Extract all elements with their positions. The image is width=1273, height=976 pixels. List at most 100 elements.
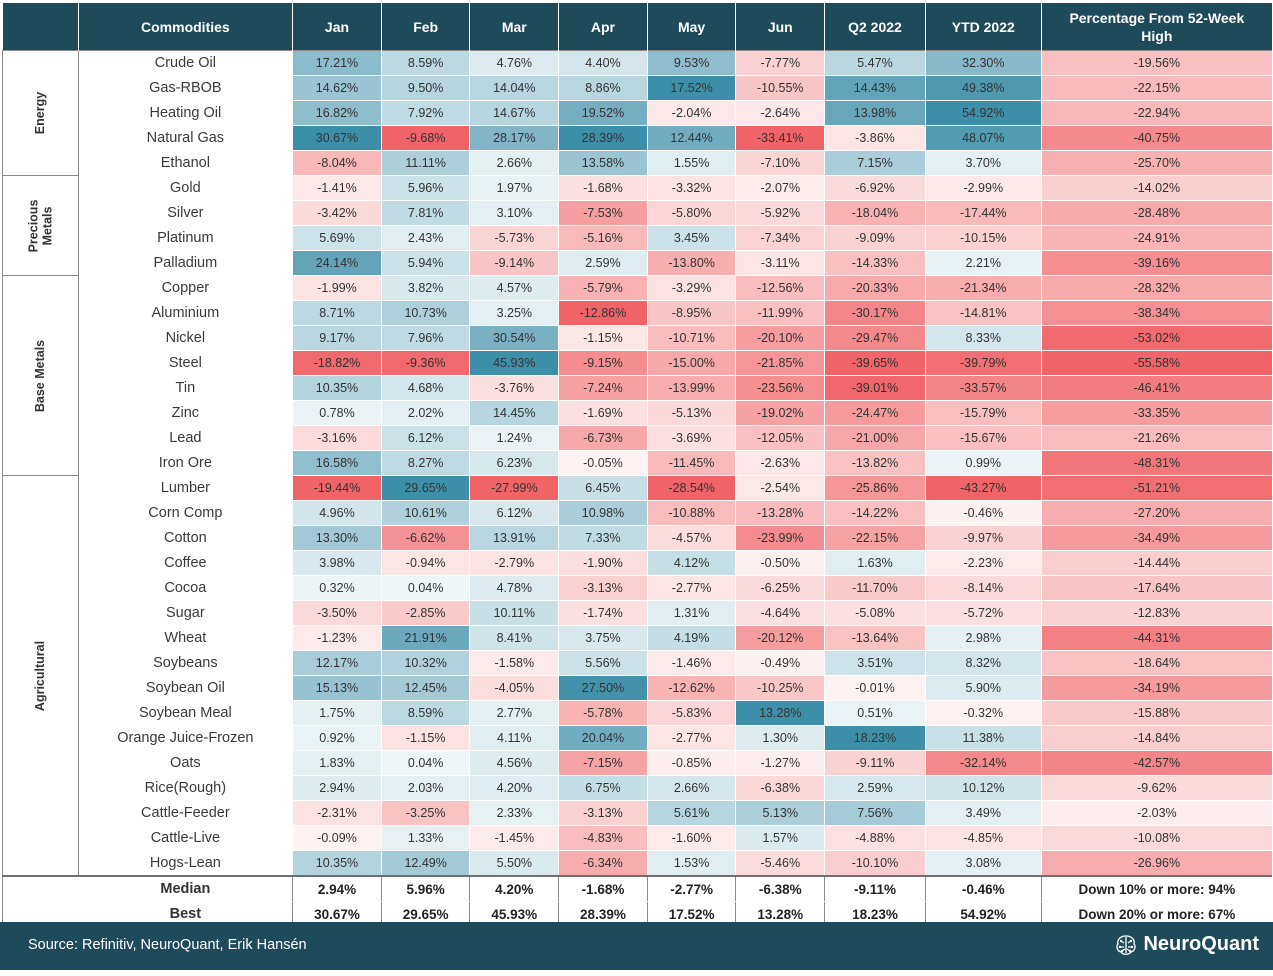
header-group-blank: [2, 3, 79, 51]
heat-cell: -2.79%: [469, 550, 559, 576]
header-ytd: YTD 2022: [924, 3, 1042, 51]
heat-cell: -1.58%: [469, 650, 559, 676]
heat-cell: -4.64%: [735, 600, 825, 626]
heat-cell: 1.57%: [735, 825, 825, 851]
heat-cell: 7.15%: [824, 150, 926, 176]
heat-cell: -27.99%: [469, 475, 559, 501]
heat-cell: 7.33%: [558, 525, 648, 551]
heat-cell: -1.41%: [292, 175, 382, 201]
heat-cell: -9.15%: [558, 350, 648, 376]
heat-cell: 1.75%: [292, 700, 382, 726]
heat-cell: 6.23%: [469, 450, 559, 476]
heat-cell: -3.13%: [558, 575, 648, 601]
pct-from-high-cell: -22.15%: [1040, 75, 1272, 101]
table-row: Precious Metals Gold -1.41% 5.96% 1.97% -1.68%…: [2, 175, 1272, 276]
heat-cell: 2.21%: [924, 250, 1042, 276]
heat-cell: 30.54%: [469, 325, 559, 351]
heat-cell: -18.04%: [824, 200, 926, 226]
commodity-name: Cocoa: [77, 575, 293, 601]
header-52-week-high-line1: Percentage From 52-Week: [1069, 9, 1245, 26]
heat-cell: 5.61%: [646, 800, 736, 826]
heat-cell: -3.42%: [292, 200, 382, 226]
heat-cell: 1.97%: [469, 175, 559, 201]
heat-cell: 0.99%: [924, 450, 1042, 476]
heat-cell: 3.70%: [924, 150, 1042, 176]
group-label-text: Energy: [33, 91, 48, 135]
heat-cell: -28.54%: [646, 475, 736, 501]
heat-cell: -21.00%: [824, 425, 926, 451]
heat-cell: -13.99%: [646, 375, 736, 401]
pct-from-high-cell: -21.26%: [1040, 425, 1272, 451]
pct-from-high-cell: -44.31%: [1040, 625, 1272, 651]
commodity-name: Silver: [77, 200, 293, 226]
heat-cell: -0.46%: [924, 500, 1042, 526]
table-row: Cattle-Live -0.09% 1.33% -1.45% -4.83% -1.60%…: [3, 825, 1272, 851]
heat-cell: -9.11%: [824, 750, 926, 776]
heat-cell: 10.12%: [924, 775, 1042, 801]
heat-cell: 6.45%: [558, 475, 648, 501]
heat-cell: -7.24%: [558, 375, 648, 401]
group-label-line: Metals: [40, 206, 55, 245]
table-row: Palladium 24.14% 5.94% -9.14% 2.59% -13.80% -3…: [3, 250, 1272, 276]
heat-cell: 16.58%: [292, 450, 382, 476]
heat-cell: 20.04%: [558, 725, 648, 751]
commodity-name: Gold: [77, 175, 293, 201]
heat-cell: 17.21%: [292, 50, 382, 76]
pct-from-high-cell: -17.64%: [1040, 575, 1272, 601]
heat-cell: -3.25%: [380, 800, 470, 826]
heat-cell: -1.90%: [558, 550, 648, 576]
heat-cell: -10.10%: [824, 850, 926, 877]
heat-cell: -39.65%: [824, 350, 926, 376]
heat-cell: 2.94%: [292, 775, 382, 801]
heat-cell: -12.56%: [735, 275, 825, 301]
group-label: Precious Metals: [2, 175, 79, 276]
brain-circuit-icon: [1114, 934, 1138, 956]
heat-cell: 6.75%: [558, 775, 648, 801]
heat-cell: 19.52%: [558, 100, 648, 126]
heat-cell: -43.27%: [924, 475, 1042, 501]
pct-from-high-cell: -34.49%: [1040, 525, 1272, 551]
heat-cell: -1.99%: [292, 275, 382, 301]
heat-cell: -0.09%: [292, 825, 382, 851]
heat-cell: 3.25%: [469, 300, 559, 326]
table-row: Soybean Meal 1.75% 8.59% 2.77% -5.78% -5.83% 1…: [3, 700, 1272, 726]
heat-cell: 0.51%: [824, 700, 926, 726]
table-row: Tin 10.35% 4.68% -3.76% -7.24% -13.99% -23.56%…: [3, 375, 1272, 401]
heat-cell: 9.17%: [292, 325, 382, 351]
table-row: Orange Juice-Frozen 0.92% -1.15% 4.11% 20.04…: [3, 725, 1272, 751]
heat-cell: 5.90%: [924, 675, 1042, 701]
summary-label: Median: [77, 875, 293, 902]
heat-cell: 2.02%: [380, 400, 470, 426]
commodity-name: Coffee: [77, 550, 293, 576]
heat-cell: 5.69%: [292, 225, 382, 251]
heat-cell: -5.92%: [735, 200, 825, 226]
heat-cell: 4.11%: [469, 725, 559, 751]
heat-cell: 8.86%: [558, 75, 648, 101]
heat-cell: 5.13%: [735, 800, 825, 826]
heat-cell: 4.57%: [469, 275, 559, 301]
pct-from-high-cell: -53.02%: [1040, 325, 1272, 351]
heat-cell: 9.53%: [646, 50, 736, 76]
heat-cell: -14.22%: [824, 500, 926, 526]
heat-cell: 8.41%: [469, 625, 559, 651]
summary-value: 4.20%: [469, 875, 559, 902]
heat-cell: 14.43%: [824, 75, 926, 101]
heat-cell: -5.46%: [735, 850, 825, 877]
commodity-returns-heatmap: Commodities Jan Feb Mar Apr May Jun Q2 2…: [2, 3, 1272, 952]
commodity-name: Natural Gas: [77, 125, 293, 151]
commodity-name: Lumber: [77, 475, 293, 501]
heat-cell: -3.69%: [646, 425, 736, 451]
pct-from-high-cell: -28.48%: [1040, 200, 1272, 226]
table-row: Soybeans 12.17% 10.32% -1.58% 5.56% -1.46% -0.…: [3, 650, 1272, 676]
summary-value: -9.11%: [824, 875, 926, 902]
heat-cell: -7.15%: [558, 750, 648, 776]
heat-cell: -10.55%: [735, 75, 825, 101]
heat-cell: 14.45%: [469, 400, 559, 426]
heat-cell: 1.33%: [380, 825, 470, 851]
heat-cell: 16.82%: [292, 100, 382, 126]
heat-cell: -12.05%: [735, 425, 825, 451]
heat-cell: -32.14%: [924, 750, 1042, 776]
heat-cell: 48.07%: [924, 125, 1042, 151]
heat-cell: 8.71%: [292, 300, 382, 326]
heat-cell: -10.88%: [646, 500, 736, 526]
